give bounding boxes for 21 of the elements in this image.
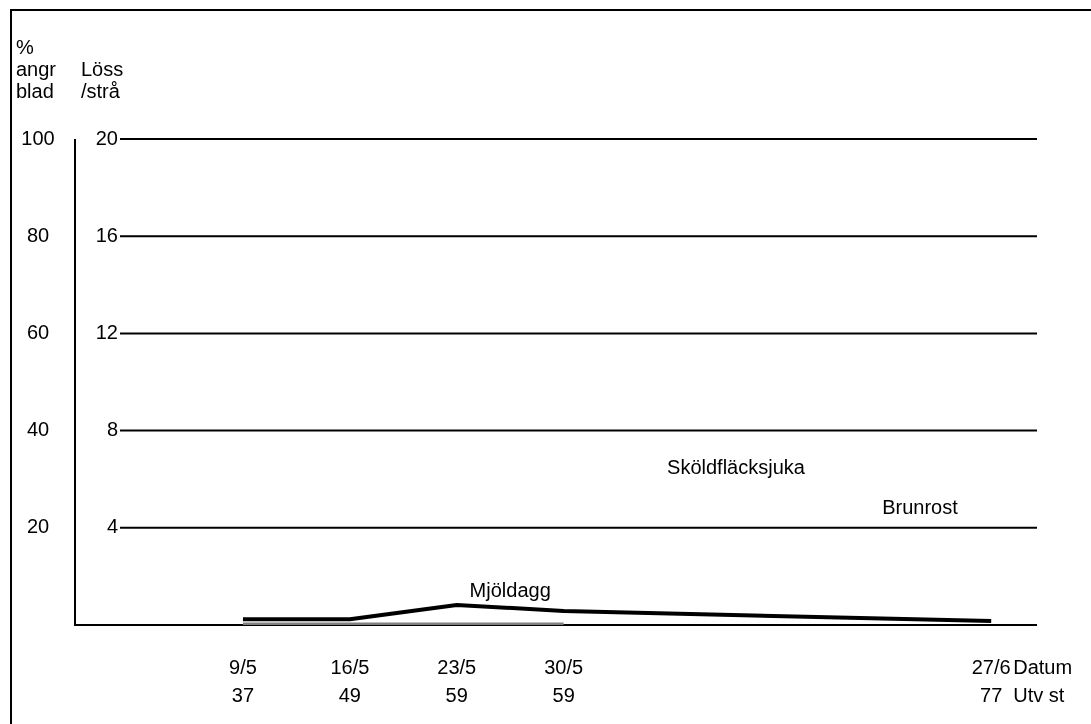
x-axis-title: Datum Utv st [1013, 655, 1073, 706]
y2-axis-title: Löss /strå [81, 57, 124, 102]
y2-tick-label: 16 [95, 223, 118, 246]
x-tick-label: 9/5 37 [229, 655, 257, 706]
x-tick-label: 23/5 59 [437, 655, 477, 706]
x-tick-label: 30/5 59 [544, 655, 584, 706]
y-tick-label: 40 [26, 418, 50, 441]
y-tick-label: 60 [26, 320, 50, 343]
y-tick-label: 100 [21, 126, 55, 149]
y-tick-label: 80 [26, 223, 50, 246]
y2-tick-label: 20 [95, 126, 118, 149]
annotation: Sköldfläcksjuka [667, 455, 806, 478]
x-tick-label: 27/6 77 [971, 655, 1011, 706]
series-label: Mjöldagg [469, 578, 551, 601]
y2-tick-label: 12 [95, 320, 118, 343]
x-tick-label: 16/5 49 [330, 655, 370, 706]
y2-tick-label: 8 [106, 418, 118, 441]
y-tick-label: 20 [26, 515, 50, 538]
y2-tick-label: 4 [106, 515, 118, 538]
y-axis-title: % angr blad [16, 35, 57, 102]
annotation: Brunrost [882, 495, 959, 518]
